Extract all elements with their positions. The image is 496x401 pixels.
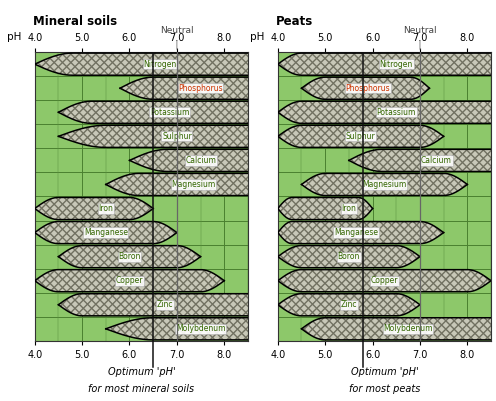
Text: Mineral soils: Mineral soils [33,14,117,28]
Polygon shape [106,173,248,196]
Text: Peats: Peats [276,14,313,28]
Polygon shape [59,125,248,148]
Text: Phosphorus: Phosphorus [346,84,390,93]
Polygon shape [278,125,443,148]
Text: Potassium: Potassium [376,108,416,117]
Text: Zinc: Zinc [157,300,173,309]
Text: Iron: Iron [98,204,113,213]
Text: Neutral: Neutral [160,26,194,49]
Text: Manganese: Manganese [84,228,128,237]
Polygon shape [278,53,491,75]
Text: Sulphur: Sulphur [162,132,192,141]
Text: for most mineral soils: for most mineral soils [88,384,194,394]
Text: for most peats: for most peats [349,384,420,394]
Text: Manganese: Manganese [334,228,378,237]
Text: Boron: Boron [119,252,141,261]
Polygon shape [278,294,420,316]
Polygon shape [129,149,248,172]
Text: Magnesium: Magnesium [171,180,216,189]
Text: Phosphorus: Phosphorus [178,84,223,93]
Polygon shape [302,77,430,99]
Polygon shape [59,245,200,268]
Polygon shape [120,77,248,99]
Text: Copper: Copper [116,276,143,285]
Text: Optimum 'pH': Optimum 'pH' [108,367,175,377]
Text: Molybdenum: Molybdenum [383,324,433,333]
Polygon shape [278,101,491,124]
Text: Optimum 'pH': Optimum 'pH' [351,367,418,377]
Text: Nitrogen: Nitrogen [379,60,413,69]
Text: Boron: Boron [338,252,360,261]
Text: Calcium: Calcium [185,156,216,165]
Polygon shape [349,149,491,172]
Text: Neutral: Neutral [403,26,437,49]
Text: Copper: Copper [371,276,398,285]
Polygon shape [106,318,248,340]
Polygon shape [278,245,420,268]
Polygon shape [35,53,248,75]
Text: pH: pH [250,32,264,42]
Polygon shape [59,294,248,316]
Text: pH: pH [7,32,21,42]
Text: Calcium: Calcium [421,156,452,165]
Polygon shape [278,269,491,292]
Polygon shape [35,269,224,292]
Text: Zinc: Zinc [341,300,357,309]
Polygon shape [278,197,372,220]
Text: Potassium: Potassium [150,108,189,117]
Polygon shape [35,221,177,244]
Polygon shape [35,197,153,220]
Polygon shape [302,318,491,340]
Text: Molybdenum: Molybdenum [176,324,225,333]
Polygon shape [302,173,467,196]
Text: Sulphur: Sulphur [346,132,375,141]
Text: Iron: Iron [341,204,356,213]
Text: Magnesium: Magnesium [362,180,407,189]
Polygon shape [278,221,443,244]
Text: Nitrogen: Nitrogen [144,60,177,69]
Polygon shape [59,101,248,124]
